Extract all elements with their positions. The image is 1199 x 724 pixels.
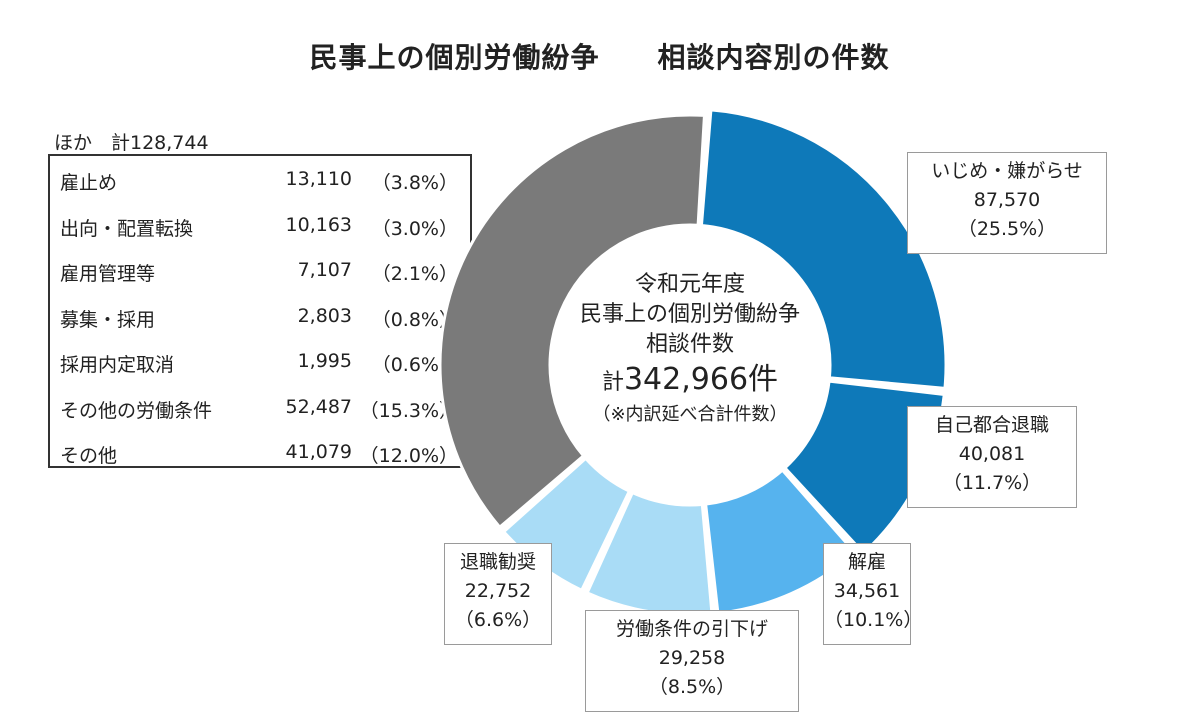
others-value: 41,079	[285, 441, 352, 463]
slice-hoka	[438, 113, 707, 530]
center-total-prefix: 計	[601, 370, 624, 395]
others-value: 7,107	[297, 259, 352, 281]
callout-label: 自己都合退職	[934, 414, 1049, 436]
callout-jiko-taishoku: 自己都合退職 40,081 （11.7%）	[907, 406, 1077, 508]
center-line2: 民事上の個別労働紛争	[579, 302, 800, 327]
center-total: 計342,966件	[545, 360, 835, 403]
others-label: 出向・配置転換	[60, 217, 194, 240]
others-row: 雇止め 13,110 （3.8%）	[50, 166, 470, 196]
chart-title: 民事上の個別労働紛争 相談内容別の件数	[0, 36, 1199, 76]
others-percent: （3.8%）	[371, 172, 458, 194]
callout-hikisage: 労働条件の引下げ 29,258 （8.5%）	[585, 610, 799, 712]
slice-ijime	[699, 108, 948, 390]
center-line3: 相談件数	[645, 332, 734, 357]
center-text: 令和元年度 民事上の個別労働紛争 相談件数 計342,966件 （※内訳延べ合計…	[545, 270, 835, 427]
callout-value: 22,752	[464, 580, 532, 602]
others-row: 採用内定取消 1,995 （0.6%）	[50, 348, 470, 378]
others-row: その他の労働条件 52,487 （15.3%）	[50, 394, 470, 424]
center-note: （※内訳延べ合計件数）	[592, 404, 788, 425]
others-value: 2,803	[297, 304, 352, 327]
others-value: 13,110	[285, 168, 352, 190]
callout-label: いじめ・嫌がらせ	[931, 160, 1083, 182]
others-percent: （0.8%）	[371, 308, 458, 331]
callout-value: 40,081	[958, 443, 1026, 465]
title-part1: 民事上の個別労働紛争	[309, 41, 600, 74]
callout-label: 労働条件の引下げ	[615, 618, 768, 640]
others-label: 募集・採用	[60, 308, 156, 331]
callout-percent: （6.6%）	[454, 609, 542, 631]
callout-value: 29,258	[658, 647, 726, 669]
others-label: 雇止め	[60, 172, 118, 194]
callout-ijime: いじめ・嫌がらせ 87,570 （25.5%）	[907, 152, 1107, 254]
others-label: 採用内定取消	[60, 354, 175, 376]
others-percent: （0.6%）	[371, 354, 458, 376]
others-row: 出向・配置転換 10,163 （3.0%）	[50, 212, 470, 242]
others-row: 雇用管理等 7,107 （2.1%）	[50, 257, 470, 287]
others-label: その他	[60, 445, 118, 467]
callout-label: 解雇	[847, 551, 886, 573]
others-percent: （2.1%）	[371, 263, 458, 285]
center-line1: 令和元年度	[634, 272, 745, 297]
others-header: ほか 計128,744	[54, 132, 209, 154]
others-value: 52,487	[285, 395, 352, 418]
others-percent: （15.3%）	[359, 399, 458, 422]
callout-percent: （11.7%）	[942, 472, 1042, 494]
center-total-value: 342,966件	[623, 362, 779, 397]
callout-percent: （10.1%）	[824, 609, 923, 631]
others-row: 募集・採用 2,803 （0.8%）	[50, 303, 470, 333]
others-label: その他の労働条件	[60, 399, 213, 422]
others-value: 1,995	[297, 350, 352, 372]
callout-kanshou: 退職勧奨 22,752 （6.6%）	[444, 543, 552, 645]
callout-value: 87,570	[973, 189, 1041, 211]
title-part2: 相談内容別の件数	[657, 41, 890, 74]
callout-kaiko: 解雇 34,561 （10.1%）	[823, 543, 923, 645]
others-percent: （3.0%）	[371, 217, 458, 240]
callout-label: 退職勧奨	[459, 551, 536, 573]
others-value: 10,163	[285, 213, 352, 236]
callout-value: 34,561	[833, 580, 901, 602]
others-row: その他 41,079 （12.0%）	[50, 439, 470, 469]
others-percent: （12.0%）	[359, 445, 458, 467]
others-label: 雇用管理等	[60, 263, 156, 285]
callout-percent: （8.5%）	[648, 676, 736, 698]
others-table: 雇止め 13,110 （3.8%） 出向・配置転換 10,163 （3.0%） 雇用管理等 7…	[48, 154, 472, 468]
callout-percent: （25.5%）	[957, 218, 1057, 240]
